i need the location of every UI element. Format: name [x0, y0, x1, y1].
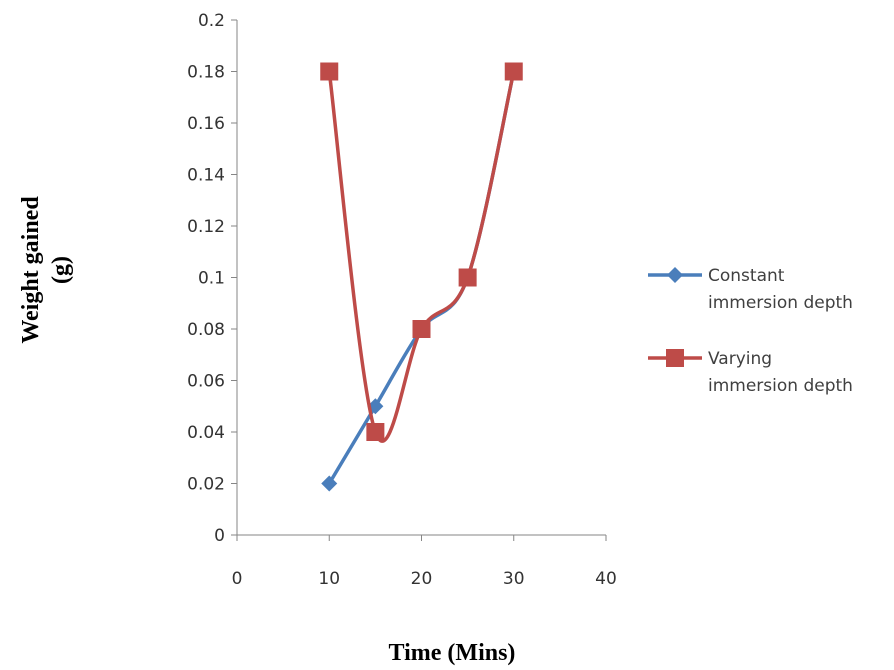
- legend-label-line: Varying: [708, 349, 772, 369]
- series-line: [327, 69, 516, 486]
- data-point: [504, 62, 523, 81]
- y-tick-label: 0.02: [187, 475, 225, 495]
- data-point: [412, 320, 431, 338]
- y-tick-label: 0.1: [198, 269, 225, 289]
- legend-item-2: Varying immersion depth: [648, 349, 853, 396]
- data-point: [366, 423, 385, 441]
- y-tick-label: 0.12: [187, 217, 225, 237]
- y-tick-label: 0.14: [187, 166, 225, 186]
- legend-label-line: immersion depth: [708, 293, 853, 313]
- y-tick-label: 0.2: [198, 11, 225, 31]
- chart-legend: Constant immersion depth Varying immersion …: [648, 266, 853, 396]
- x-tick-label: 30: [503, 569, 525, 589]
- y-tick-label: 0.04: [187, 423, 225, 443]
- y-axis-title-line-1: Weight gained: [18, 196, 44, 344]
- series-line: [327, 69, 516, 443]
- x-tick-label: 20: [411, 569, 433, 589]
- y-axis-title: Weight gained (g): [18, 196, 74, 344]
- y-tick-label: 0.16: [187, 114, 225, 134]
- y-tick-label: 0: [214, 526, 225, 546]
- data-point: [320, 62, 339, 81]
- y-tick-label: 0.08: [187, 320, 225, 340]
- y-tick-label: 0.06: [187, 372, 225, 392]
- x-axis-title: Time (Mins): [389, 640, 516, 666]
- series-layer: [320, 62, 523, 492]
- data-point: [321, 475, 338, 492]
- series-2: [320, 62, 523, 443]
- chart-axes: [236, 20, 606, 536]
- legend-marker: [667, 267, 683, 283]
- legend-marker: [666, 349, 684, 367]
- x-tick-label: 10: [318, 569, 340, 589]
- x-axis-ticks: 0 10 20 30 40: [232, 535, 617, 589]
- legend-label-line: immersion depth: [708, 376, 853, 396]
- y-axis-ticks: 0 0.02 0.04 0.06 0.08 0.1 0.12 0.14 0.16 0.18 0.2: [187, 11, 237, 546]
- data-point: [458, 268, 477, 287]
- y-tick-label: 0.18: [187, 63, 225, 83]
- y-axis-title-line-2: (g): [48, 256, 74, 284]
- x-tick-label: 40: [595, 569, 617, 589]
- x-tick-label: 0: [232, 569, 243, 589]
- legend-item-1: Constant immersion depth: [648, 266, 853, 313]
- legend-label-line: Constant: [708, 266, 785, 286]
